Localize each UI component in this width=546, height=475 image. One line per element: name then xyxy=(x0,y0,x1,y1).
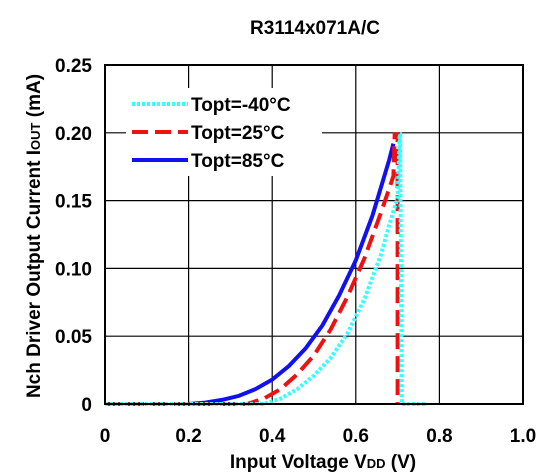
x-tick-label: 0.2 xyxy=(175,426,201,447)
y-tick-label: 0.25 xyxy=(55,56,92,77)
x-axis-label-sub: DD xyxy=(367,456,386,471)
y-tick-label: 0.15 xyxy=(55,192,92,213)
series-group xyxy=(105,132,427,406)
chart-title: R3114x071A/C xyxy=(250,18,380,39)
y-tick-label: 0.10 xyxy=(55,259,92,280)
x-tick-label: 1.0 xyxy=(510,426,536,447)
y-axis-label-sub: OUT xyxy=(28,122,43,150)
x-tick-label: 0.8 xyxy=(426,426,452,447)
y-axis-label: Nch Driver Output Current IOUT (mA) xyxy=(24,74,45,398)
legend-label-1: Topt=25°C xyxy=(191,123,285,144)
y-axis-label-main: Nch Driver Output Current I xyxy=(24,150,45,398)
series-line-0 xyxy=(105,132,427,406)
plot-frame xyxy=(104,64,524,405)
x-axis-label-unit: (V) xyxy=(386,452,417,473)
x-axis-label: Input Voltage VDD (V) xyxy=(230,452,416,473)
legend-label-0: Topt=-40°C xyxy=(191,95,291,116)
legend: Topt=-40°C Topt=25°C Topt=85°C xyxy=(126,88,322,176)
series-line-2 xyxy=(188,143,396,406)
x-tick-label: 0.6 xyxy=(343,426,369,447)
y-tick-labels: 0 0.05 0.10 0.15 0.20 0.25 xyxy=(55,56,92,416)
y-tick-label: 0.05 xyxy=(55,327,92,348)
x-tick-labels: 0 0.2 0.4 0.6 0.8 1.0 xyxy=(100,426,537,447)
x-tick-label: 0.4 xyxy=(259,426,286,447)
x-axis-label-main: Input Voltage V xyxy=(230,452,367,473)
y-axis-label-unit: (mA) xyxy=(24,74,45,123)
y-tick-label: 0 xyxy=(81,395,92,416)
x-tick-label: 0 xyxy=(100,426,111,447)
y-tick-label: 0.20 xyxy=(55,124,92,145)
legend-label-2: Topt=85°C xyxy=(191,151,285,172)
series-line-1 xyxy=(105,132,400,406)
